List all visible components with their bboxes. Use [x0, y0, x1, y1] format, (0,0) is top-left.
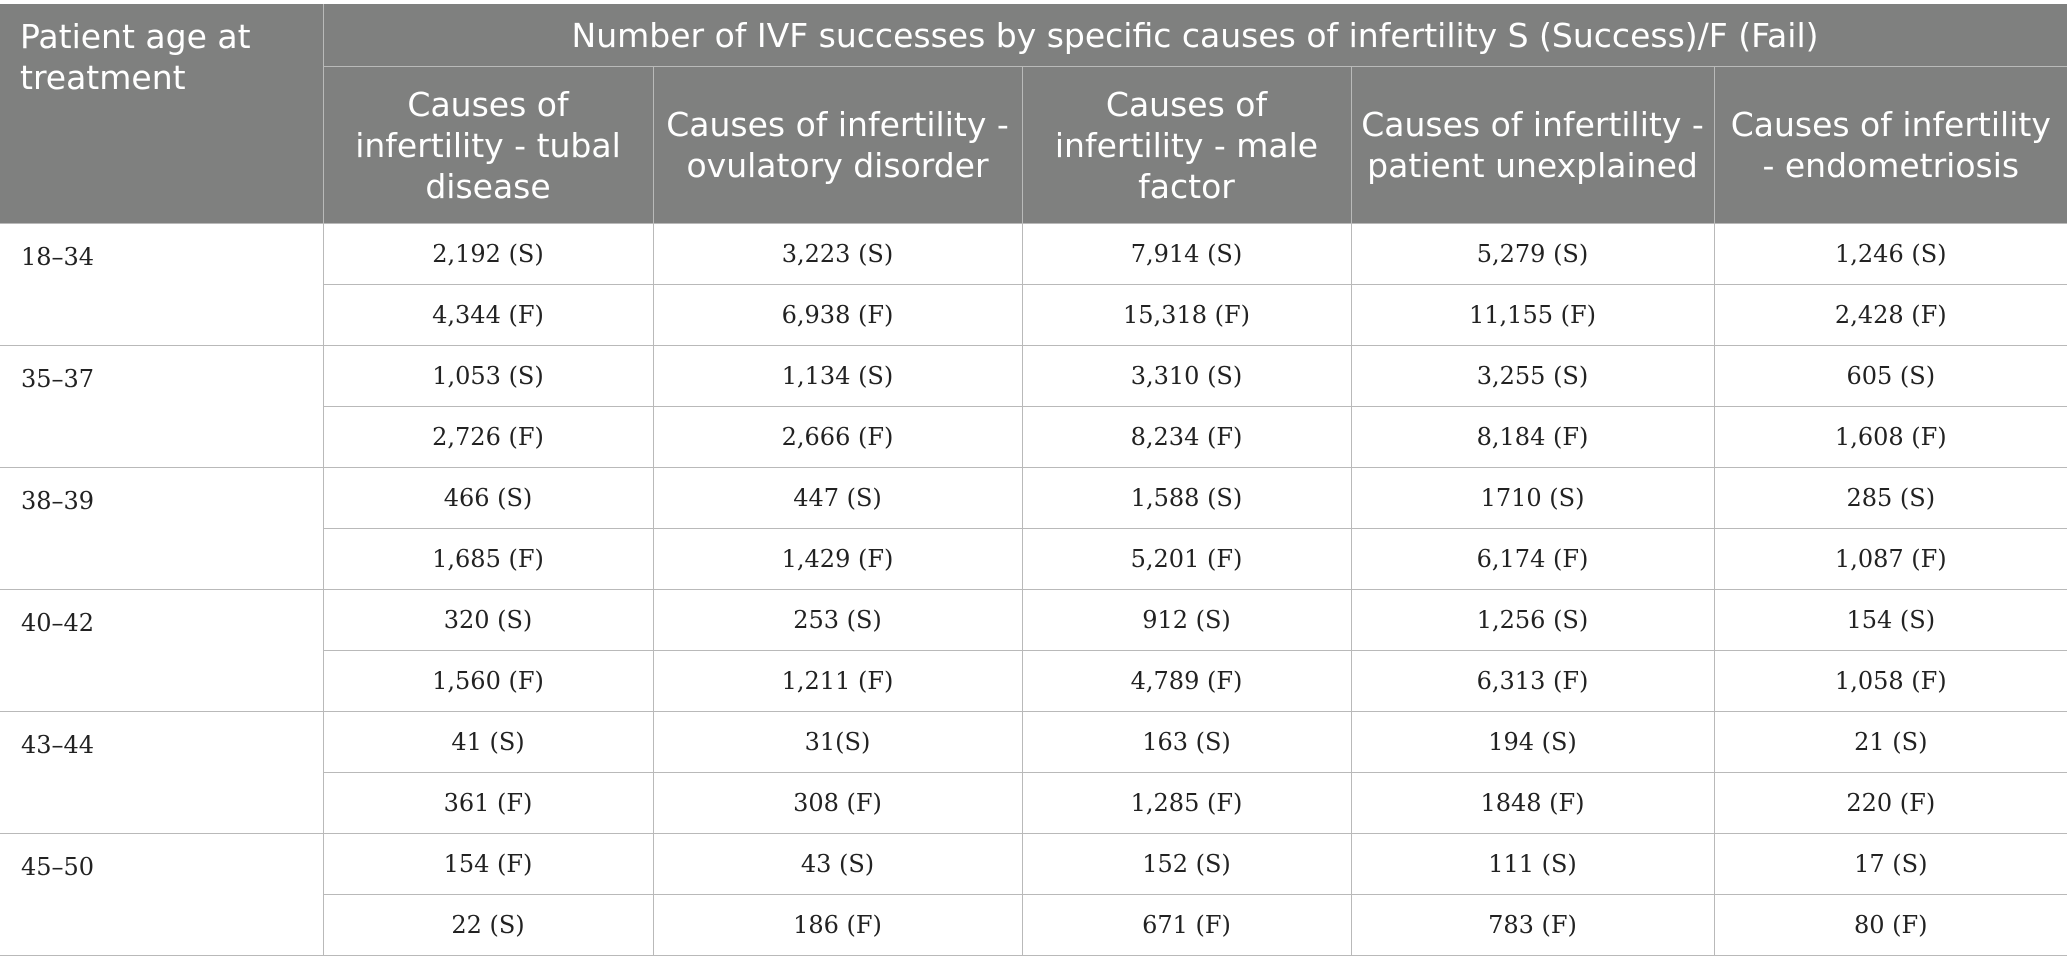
table-cell: 21 (S)	[1713, 711, 2067, 773]
table-cell: 80 (F)	[1713, 894, 2067, 956]
table-cell: 1,588 (S)	[1021, 467, 1352, 529]
table-cell: 22 (S)	[322, 894, 654, 956]
age-group-label: 35–37	[0, 345, 324, 468]
table-cell: 6,174 (F)	[1350, 528, 1715, 590]
table-cell: 2,428 (F)	[1713, 284, 2067, 346]
table-cell: 6,313 (F)	[1350, 650, 1715, 712]
table-row: 35–37 1,053 (S) 1,134 (S) 3,310 (S) 3,25…	[0, 345, 2067, 468]
table-row: 38–39 466 (S) 447 (S) 1,588 (S) 1710 (S)…	[0, 467, 2067, 590]
column-header-male-factor: Causes of infertility - male factor	[1021, 66, 1352, 224]
table-cell: 41 (S)	[322, 711, 654, 773]
table-cell: 1,058 (F)	[1713, 650, 2067, 712]
table-cell: 111 (S)	[1350, 833, 1715, 895]
table-cell: 1,560 (F)	[322, 650, 654, 712]
table-cell: 1,685 (F)	[322, 528, 654, 590]
table-cell: 4,789 (F)	[1021, 650, 1352, 712]
table-cell: 152 (S)	[1021, 833, 1352, 895]
table-cell: 308 (F)	[652, 772, 1023, 834]
age-group-label: 40–42	[0, 589, 324, 712]
table-cell: 1,429 (F)	[652, 528, 1023, 590]
table-cell: 17 (S)	[1713, 833, 2067, 895]
table-cell: 1,134 (S)	[652, 345, 1023, 407]
table-cell: 1,256 (S)	[1350, 589, 1715, 651]
table-row: 361 (F) 308 (F) 1,285 (F) 1848 (F) 220 (…	[0, 772, 2067, 834]
table-cell: 43 (S)	[652, 833, 1023, 895]
table-cell: 1,246 (S)	[1713, 223, 2067, 285]
column-header-patient-unexplained: Causes of infertility - patient unexplai…	[1350, 66, 1715, 224]
table-cell: 2,666 (F)	[652, 406, 1023, 468]
table-row: 2,726 (F) 2,666 (F) 8,234 (F) 8,184 (F) …	[0, 406, 2067, 468]
column-header-endometriosis: Causes of infertility - endometriosis	[1713, 66, 2067, 224]
table-row: 1,685 (F) 1,429 (F) 5,201 (F) 6,174 (F) …	[0, 528, 2067, 590]
age-group-label: 18–34	[0, 223, 324, 346]
table-cell: 1,211 (F)	[652, 650, 1023, 712]
age-group-label: 43–44	[0, 711, 324, 834]
table-cell: 447 (S)	[652, 467, 1023, 529]
table-cell: 2,726 (F)	[322, 406, 654, 468]
table-cell: 253 (S)	[652, 589, 1023, 651]
table-cell: 31(S)	[652, 711, 1023, 773]
table-cell: 285 (S)	[1713, 467, 2067, 529]
table-cell: 5,201 (F)	[1021, 528, 1352, 590]
table-cell: 220 (F)	[1713, 772, 2067, 834]
table-cell: 671 (F)	[1021, 894, 1352, 956]
table-cell: 8,234 (F)	[1021, 406, 1352, 468]
table-cell: 320 (S)	[322, 589, 654, 651]
table-cell: 605 (S)	[1713, 345, 2067, 407]
table-cell: 1,608 (F)	[1713, 406, 2067, 468]
table-cell: 361 (F)	[322, 772, 654, 834]
table-cell: 912 (S)	[1021, 589, 1352, 651]
table-cell: 154 (F)	[322, 833, 654, 895]
table-cell: 1,087 (F)	[1713, 528, 2067, 590]
table-cell: 186 (F)	[652, 894, 1023, 956]
table-header: Patient age at treatment Number of IVF s…	[0, 4, 2067, 224]
table-cell: 3,255 (S)	[1350, 345, 1715, 407]
table-row: 22 (S) 186 (F) 671 (F) 783 (F) 80 (F)	[0, 894, 2067, 956]
table-cell: 783 (F)	[1350, 894, 1715, 956]
table-cell: 3,223 (S)	[652, 223, 1023, 285]
table-cell: 7,914 (S)	[1021, 223, 1352, 285]
table-cell: 1,285 (F)	[1021, 772, 1352, 834]
table-cell: 3,310 (S)	[1021, 345, 1352, 407]
table-cell: 6,938 (F)	[652, 284, 1023, 346]
table-cell: 1,053 (S)	[322, 345, 654, 407]
table-cell: 194 (S)	[1350, 711, 1715, 773]
column-header-ovulatory-disorder: Causes of infertility - ovulatory disord…	[652, 66, 1023, 224]
table-cell: 15,318 (F)	[1021, 284, 1352, 346]
age-group-label: 38–39	[0, 467, 324, 590]
table-cell: 4,344 (F)	[322, 284, 654, 346]
table-cell: 163 (S)	[1021, 711, 1352, 773]
table-cell: 154 (S)	[1713, 589, 2067, 651]
table-body: 18–34 2,192 (S) 3,223 (S) 7,914 (S) 5,27…	[0, 223, 2067, 956]
table-cell: 5,279 (S)	[1350, 223, 1715, 285]
table-row: 18–34 2,192 (S) 3,223 (S) 7,914 (S) 5,27…	[0, 223, 2067, 346]
table-cell: 11,155 (F)	[1350, 284, 1715, 346]
table-cell: 1848 (F)	[1350, 772, 1715, 834]
age-column-header: Patient age at treatment	[0, 4, 324, 224]
table-row: 45–50 154 (F) 43 (S) 152 (S) 111 (S) 17 …	[0, 833, 2067, 956]
age-group-label: 45–50	[0, 833, 324, 956]
group-header: Number of IVF successes by specific caus…	[322, 4, 2067, 67]
table-row: 1,560 (F) 1,211 (F) 4,789 (F) 6,313 (F) …	[0, 650, 2067, 712]
table-cell: 466 (S)	[322, 467, 654, 529]
table-cell: 1710 (S)	[1350, 467, 1715, 529]
table-row: 43–44 41 (S) 31(S) 163 (S) 194 (S) 21 (S…	[0, 711, 2067, 834]
table-cell: 8,184 (F)	[1350, 406, 1715, 468]
table-row: 40–42 320 (S) 253 (S) 912 (S) 1,256 (S) …	[0, 589, 2067, 712]
ivf-success-table: Patient age at treatment Number of IVF s…	[0, 4, 2067, 956]
table-cell: 2,192 (S)	[322, 223, 654, 285]
column-header-tubal-disease: Causes of infertility - tubal disease	[322, 66, 654, 224]
